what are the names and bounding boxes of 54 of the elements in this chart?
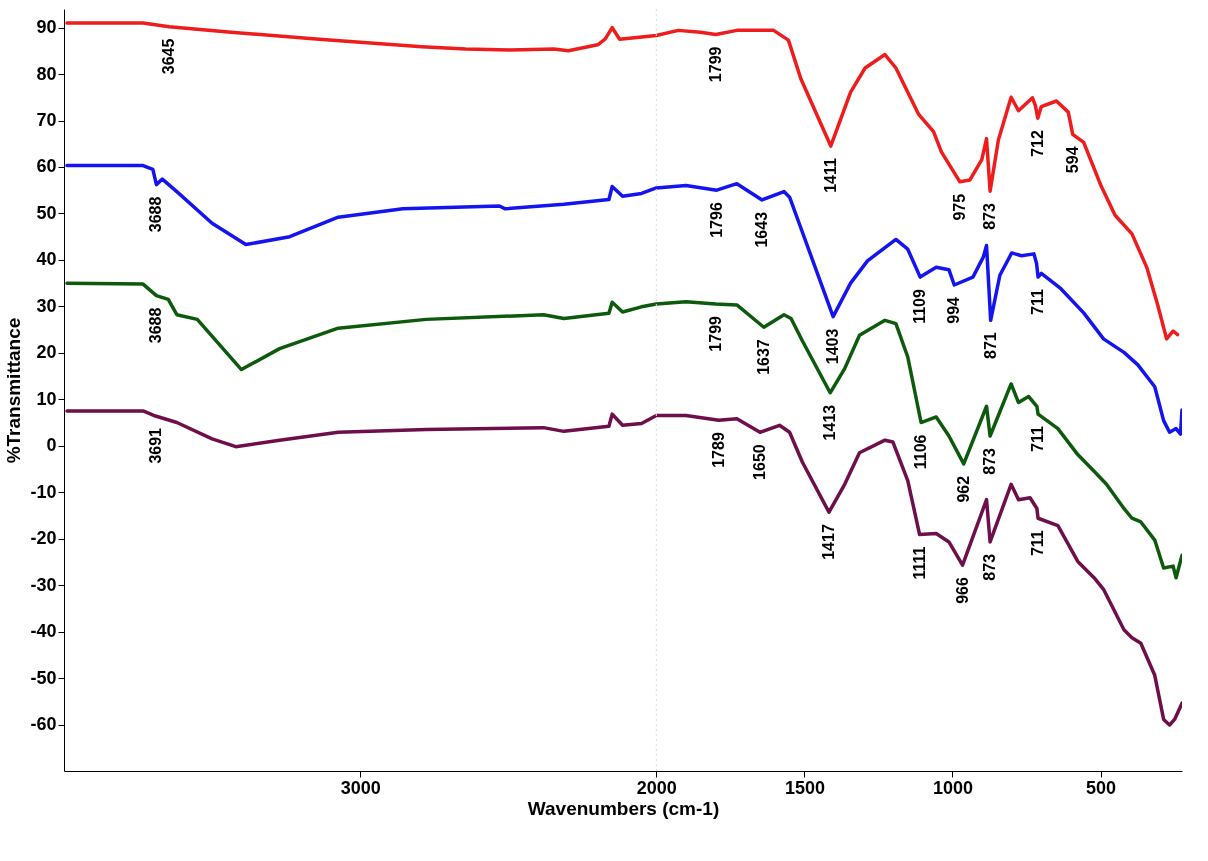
annotation: 871: [981, 332, 999, 360]
x-tick-label: 2000: [636, 777, 677, 798]
y-tick-label: -50: [30, 667, 57, 688]
annotation: 1106: [912, 434, 930, 470]
y-tick-label: 0: [46, 435, 57, 456]
annotation: 3645: [160, 38, 178, 75]
y-tick-label: -40: [30, 621, 57, 642]
y-tick-label: 40: [36, 249, 57, 270]
annotation: 1789: [709, 432, 727, 468]
y-tick-label: -60: [30, 714, 57, 735]
annotation: 1111: [910, 546, 928, 580]
annotation: 711: [1029, 530, 1047, 557]
y-tick-label: -30: [30, 574, 57, 595]
annotation: 962: [954, 475, 972, 503]
annotation: 1650: [750, 444, 768, 480]
y-tick-label: -10: [30, 481, 57, 502]
annotation: 873: [981, 447, 999, 475]
x-tick-label: 1000: [932, 777, 973, 798]
y-tick-label: 70: [36, 110, 57, 131]
y-tick-label: 50: [36, 202, 57, 223]
y-tick-label: 80: [36, 63, 57, 84]
annotation: 711: [1029, 426, 1047, 452]
y-tick-label: 20: [36, 342, 57, 363]
annotation: 1411: [821, 157, 839, 193]
annotation: 3691: [146, 427, 164, 464]
annotation: 1799: [706, 315, 724, 352]
x-tick-label: 3000: [340, 777, 381, 798]
annotation: 966: [953, 577, 971, 604]
annotation: 975: [950, 193, 968, 221]
annotation: 712: [1028, 130, 1046, 157]
annotation: 711: [1029, 288, 1047, 315]
annotation: 873: [981, 553, 999, 581]
annotation: 1109: [911, 289, 929, 324]
x-axis-title: Wavenumbers (cm-1): [527, 797, 720, 819]
annotation: 994: [945, 296, 963, 324]
y-tick-label: -20: [30, 528, 57, 549]
annotation: 1403: [824, 328, 842, 365]
y-tick-label: 60: [36, 156, 57, 177]
y-tick-label: 10: [36, 388, 57, 409]
x-tick-label: 1500: [784, 777, 825, 798]
x-tick-label: 500: [1086, 777, 1117, 798]
y-tick-label: 90: [36, 17, 57, 38]
y-axis-title: %Transmittance: [3, 317, 25, 464]
annotation: 3688: [147, 307, 165, 344]
annotation: 594: [1063, 146, 1081, 174]
annotation: 1637: [754, 339, 772, 375]
annotation: 1417: [819, 524, 837, 560]
y-tick-label: 30: [36, 295, 57, 316]
annotation: 1799: [706, 46, 724, 83]
annotation: 873: [981, 203, 999, 230]
annotation: 1796: [707, 202, 725, 238]
annotation: 1413: [821, 404, 839, 441]
annotation: 3688: [147, 196, 165, 233]
annotation: 1643: [753, 211, 771, 248]
